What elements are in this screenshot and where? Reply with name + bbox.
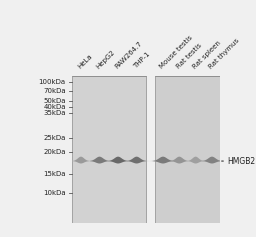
Text: 35kDa: 35kDa: [43, 109, 66, 116]
Text: 100kDa: 100kDa: [39, 79, 66, 85]
Text: THP-1: THP-1: [132, 51, 151, 70]
Text: 70kDa: 70kDa: [43, 87, 66, 94]
Text: 15kDa: 15kDa: [43, 171, 66, 177]
Polygon shape: [170, 157, 188, 164]
Text: 20kDa: 20kDa: [43, 149, 66, 155]
Polygon shape: [185, 158, 206, 163]
Text: 40kDa: 40kDa: [43, 104, 66, 110]
Polygon shape: [70, 158, 92, 163]
Text: 10kDa: 10kDa: [43, 190, 66, 196]
Polygon shape: [199, 158, 225, 163]
Polygon shape: [124, 158, 149, 163]
Polygon shape: [90, 157, 109, 164]
Text: Rat testis: Rat testis: [175, 42, 202, 70]
Polygon shape: [168, 158, 191, 163]
Polygon shape: [73, 157, 89, 164]
FancyBboxPatch shape: [72, 76, 146, 223]
Text: Rat thymus: Rat thymus: [208, 37, 240, 70]
Polygon shape: [150, 158, 176, 163]
Polygon shape: [127, 157, 146, 164]
Polygon shape: [187, 157, 204, 164]
Text: HMGB2: HMGB2: [228, 157, 256, 166]
Polygon shape: [202, 157, 222, 164]
Text: HepG2: HepG2: [95, 49, 116, 70]
Text: Mouse testis: Mouse testis: [159, 35, 194, 70]
Polygon shape: [87, 158, 112, 163]
Polygon shape: [153, 157, 173, 164]
Polygon shape: [109, 157, 128, 164]
FancyBboxPatch shape: [155, 76, 220, 223]
Text: 25kDa: 25kDa: [43, 135, 66, 141]
Text: Rat spleen: Rat spleen: [191, 40, 222, 70]
Text: 50kDa: 50kDa: [43, 98, 66, 104]
Text: HeLa: HeLa: [77, 53, 93, 70]
Text: RAW264.7: RAW264.7: [114, 41, 143, 70]
Polygon shape: [105, 158, 131, 163]
